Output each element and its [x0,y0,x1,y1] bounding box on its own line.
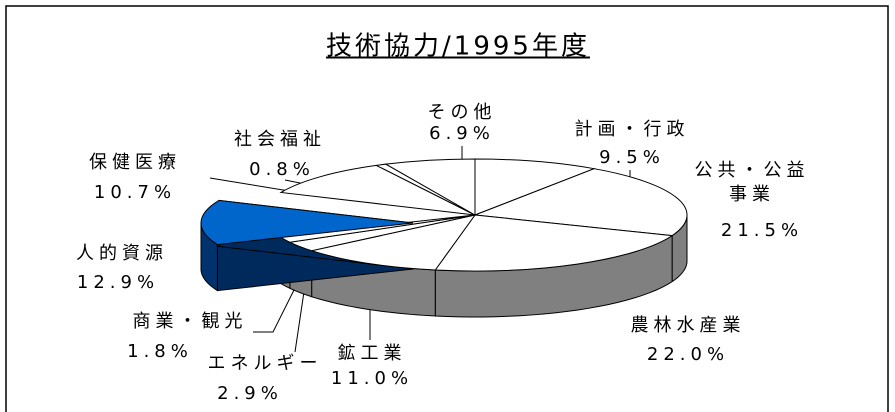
slice-label: 社会福祉 [234,129,326,150]
slice [474,168,688,237]
slice [309,214,477,271]
leader [294,284,306,353]
slice-value: 6.9% [429,123,495,144]
slice-value: 22.0% [646,344,730,365]
pie [200,158,688,318]
slice-value: 11.0% [330,368,414,389]
slice-value: 21.5% [720,220,804,241]
slice-label: 公共・公益事業 [694,160,810,205]
leader [253,281,299,333]
slice-value: 9.5% [599,147,665,168]
chart-title: 技術協力/1995年度 [326,31,590,62]
slice [434,214,674,272]
slice [384,158,476,216]
slice-label: 計画・行政 [574,119,690,140]
slice-value: 12.9% [76,272,160,293]
slice-label: 商業・観光 [132,311,248,332]
slice-value: 0.8% [249,159,315,180]
slice-label: 保健医療 [89,152,181,173]
slice-label: エネルギー [207,353,323,374]
slice [200,199,414,246]
slice-label: その他 [427,102,497,123]
slice-label: 農林水産業 [630,315,746,336]
slice-value: 10.7% [93,182,177,203]
slice-label: 人的資源 [76,243,168,264]
slice-label: 鉱工業 [337,343,407,364]
slice [474,158,597,216]
slice [279,164,476,216]
slice-value: 1.8% [127,341,193,362]
frame [5,5,889,412]
slice-value: 2.9% [217,383,283,404]
